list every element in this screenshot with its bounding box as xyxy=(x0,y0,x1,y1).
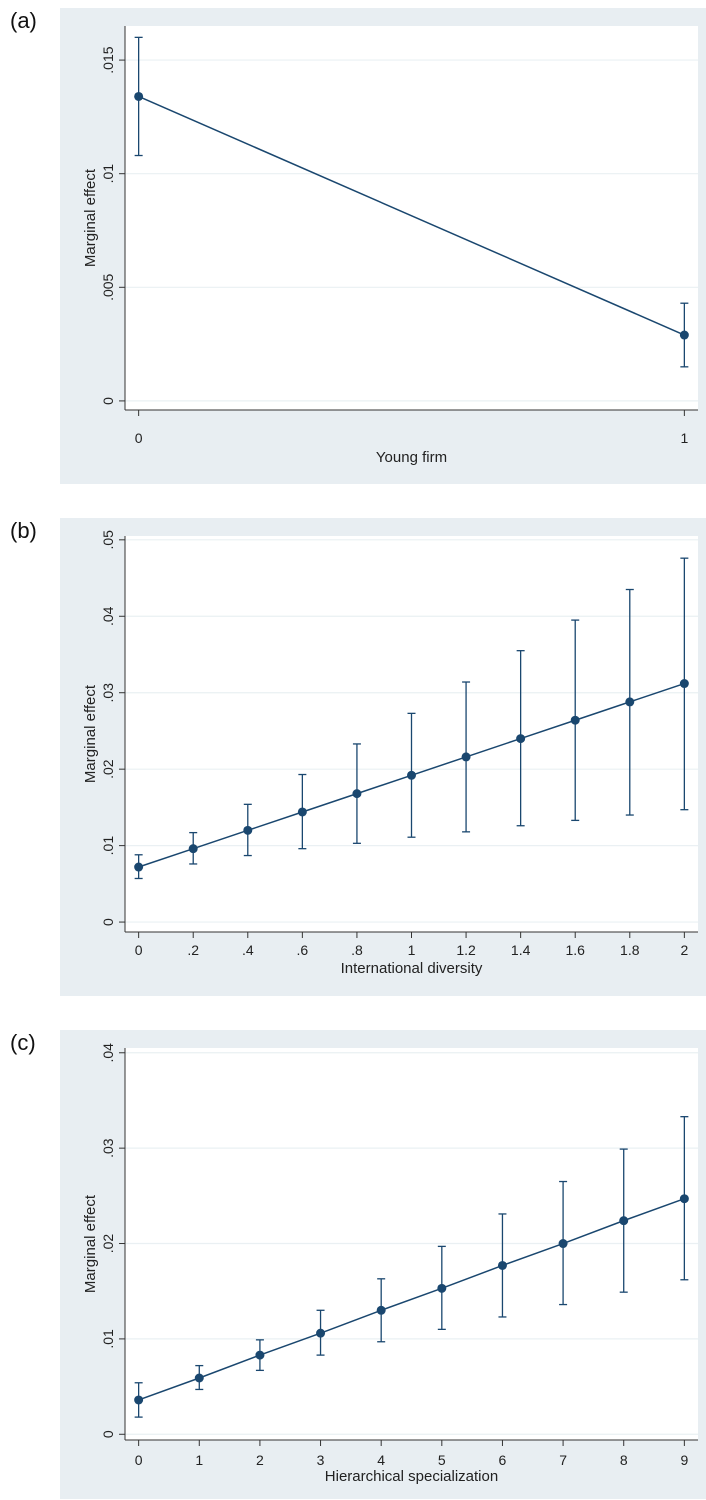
x-tick-label: 3 xyxy=(317,1452,325,1468)
data-point xyxy=(134,91,144,101)
y-tick-label: .02 xyxy=(100,759,116,779)
y-tick-label: .015 xyxy=(100,46,116,73)
chart-a-young-firm: 0 .005 .01 .015 0 1 Young firm Marginal effect xyxy=(60,8,706,484)
panel-label-c: (c) xyxy=(10,1030,36,1055)
data-point xyxy=(407,770,416,780)
x-tick-label: 0 xyxy=(135,942,143,958)
y-tick-label: 0 xyxy=(100,918,116,926)
y-tick-label: .03 xyxy=(100,1138,116,1158)
x-tick-label: .6 xyxy=(297,942,309,958)
data-point xyxy=(619,1216,629,1226)
data-point xyxy=(437,1283,447,1293)
data-point xyxy=(497,1260,507,1270)
data-point xyxy=(194,1373,204,1383)
data-point xyxy=(188,844,198,854)
x-tick-label: 2 xyxy=(256,1452,264,1468)
x-axis-title: Young firm xyxy=(376,449,447,466)
x-axis-title: International diversity xyxy=(341,960,483,977)
series-line xyxy=(138,95,685,336)
plot-area xyxy=(125,26,698,410)
x-tick-label: 1 xyxy=(195,1452,203,1468)
panel-label-a: (a) xyxy=(10,8,37,33)
data-point xyxy=(558,1239,568,1249)
x-tick-label: .4 xyxy=(242,942,254,958)
data-point xyxy=(134,862,144,872)
series-line xyxy=(138,1197,685,1401)
x-tick-label: 4 xyxy=(377,1452,385,1468)
x-tick-label: 8 xyxy=(620,1452,628,1468)
y-axis-title: Marginal effect xyxy=(82,684,99,783)
data-point xyxy=(243,825,253,835)
y-tick-label: .02 xyxy=(100,1234,116,1254)
x-tick-label: 0 xyxy=(135,430,143,446)
x-tick-label: .8 xyxy=(351,942,363,958)
x-tick-label: .2 xyxy=(187,942,199,958)
x-tick-label: 0 xyxy=(135,1452,143,1468)
x-tick-label: 1 xyxy=(680,430,688,446)
y-tick-label: .04 xyxy=(100,606,116,626)
data-point xyxy=(255,1350,265,1360)
y-tick-label: .04 xyxy=(100,1043,116,1063)
y-tick-label: .03 xyxy=(100,683,116,703)
x-tick-label: 1 xyxy=(408,942,416,958)
data-point xyxy=(352,789,362,799)
y-axis-title: Marginal effect xyxy=(82,1194,99,1293)
y-tick-label: .05 xyxy=(100,530,116,550)
data-point xyxy=(461,752,471,762)
data-point xyxy=(376,1305,386,1315)
y-tick-label: .01 xyxy=(100,836,116,856)
x-tick-label: 1.6 xyxy=(565,942,585,958)
x-tick-label: 5 xyxy=(438,1452,446,1468)
data-point xyxy=(316,1328,326,1338)
y-tick-label: 0 xyxy=(100,1430,116,1438)
x-tick-label: 1.4 xyxy=(511,942,531,958)
panel-label-b: (b) xyxy=(10,518,37,543)
data-point xyxy=(134,1395,144,1405)
data-point xyxy=(297,807,307,817)
chart-b-international-diversity: 0 .01 .02 .03 .04 .05 0 .2 .4 .6 .8 1 1.2 1.4 1.6 1.8 2 I… xyxy=(60,518,706,996)
data-point xyxy=(570,715,580,725)
data-point xyxy=(679,679,689,689)
y-axis-title: Marginal effect xyxy=(82,168,99,267)
y-tick-label: .005 xyxy=(100,273,116,300)
x-tick-label: 2 xyxy=(680,942,688,958)
y-tick-label: 0 xyxy=(100,397,116,405)
x-tick-label: 7 xyxy=(559,1452,567,1468)
y-tick-label: .01 xyxy=(100,164,116,184)
x-tick-label: 6 xyxy=(499,1452,507,1468)
data-point xyxy=(516,734,526,744)
data-point xyxy=(679,330,689,340)
y-tick-label: .01 xyxy=(100,1329,116,1349)
x-tick-label: 9 xyxy=(680,1452,688,1468)
x-tick-label: 1.2 xyxy=(456,942,476,958)
x-tick-label: 1.8 xyxy=(620,942,640,958)
data-point xyxy=(625,697,635,707)
data-point xyxy=(679,1194,689,1204)
x-axis-title: Hierarchical specialization xyxy=(325,1468,498,1485)
